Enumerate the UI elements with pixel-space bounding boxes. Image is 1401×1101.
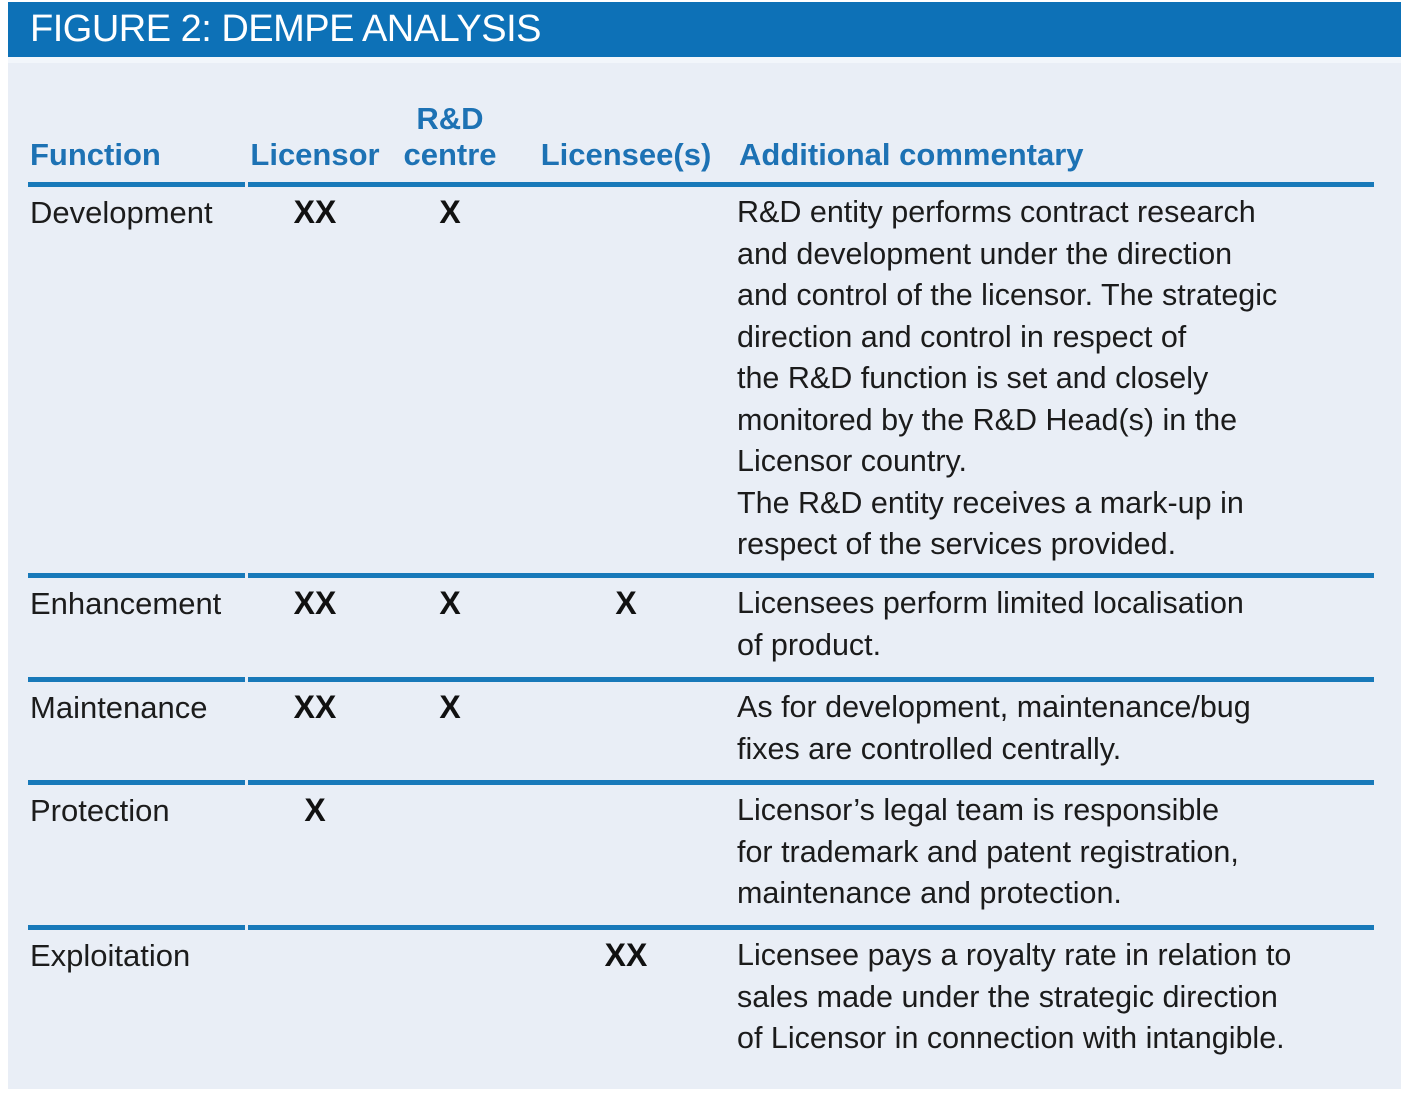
row-divider-segment bbox=[248, 925, 1374, 930]
commentary-paragraph: Licensor’s legal team is responsible for… bbox=[737, 793, 1239, 910]
column-header-rd-centre-line2: centre bbox=[403, 137, 497, 172]
figure-title-bar: FIGURE 2: DEMPE ANALYSIS bbox=[8, 2, 1401, 57]
commentary-paragraph: As for development, maintenance/bug fixe… bbox=[737, 690, 1251, 766]
function-cell: Enhancement bbox=[30, 586, 222, 621]
function-cell: Protection bbox=[30, 793, 170, 828]
column-header-rd-centre: R&D centre bbox=[385, 101, 515, 173]
dempe-table-panel: Function Licensor R&D centre Licensee(s)… bbox=[8, 57, 1401, 1089]
rd-centre-mark-cell: X bbox=[439, 194, 461, 230]
function-cell: Exploitation bbox=[30, 938, 191, 973]
commentary-paragraph: Licensees perform limited localisation o… bbox=[737, 586, 1244, 662]
rd-centre-mark-cell: X bbox=[439, 689, 461, 725]
table-row: Protection X Licensor’s legal team is re… bbox=[28, 785, 1374, 925]
row-divider bbox=[28, 573, 1374, 578]
row-divider-segment bbox=[28, 677, 245, 682]
row-divider-segment bbox=[28, 780, 245, 785]
column-header-rd-centre-line1: R&D bbox=[416, 101, 484, 136]
licensees-mark-cell: X bbox=[615, 585, 637, 621]
table-row: Maintenance XX X As for development, mai… bbox=[28, 682, 1374, 780]
row-divider-segment bbox=[28, 573, 245, 578]
licensees-mark-cell: XX bbox=[604, 937, 648, 973]
function-cell: Maintenance bbox=[30, 690, 208, 725]
rd-centre-mark-cell: X bbox=[439, 585, 461, 621]
column-header-licensees: Licensee(s) bbox=[540, 137, 712, 172]
licensor-mark-cell: X bbox=[304, 792, 326, 828]
commentary-paragraph: Licensee pays a royalty rate in relation… bbox=[737, 938, 1292, 1055]
row-divider bbox=[28, 780, 1374, 785]
licensor-mark-cell: XX bbox=[293, 585, 337, 621]
commentary-cell: As for development, maintenance/bug fixe… bbox=[737, 687, 1374, 770]
row-divider-segment bbox=[28, 925, 245, 930]
function-cell: Development bbox=[30, 195, 213, 230]
table-row: Enhancement XX X X Licensees perform lim… bbox=[28, 578, 1374, 677]
row-divider bbox=[28, 182, 1374, 187]
commentary-cell: R&D entity performs contract research an… bbox=[737, 192, 1374, 566]
table-header-row: Function Licensor R&D centre Licensee(s)… bbox=[28, 57, 1374, 182]
row-divider-segment bbox=[248, 182, 1374, 187]
table-body: Development XX X R&D entity performs con… bbox=[28, 182, 1374, 1089]
licensor-mark-cell: XX bbox=[293, 194, 337, 230]
row-divider-segment bbox=[248, 677, 1374, 682]
commentary-paragraph: The R&D entity receives a mark-up in res… bbox=[737, 485, 1244, 562]
row-divider-segment bbox=[28, 182, 245, 187]
column-header-function: Function bbox=[30, 137, 161, 172]
column-header-commentary: Additional commentary bbox=[739, 137, 1084, 172]
licensor-mark-cell: XX bbox=[293, 689, 337, 725]
table-row: Development XX X R&D entity performs con… bbox=[28, 187, 1374, 573]
row-divider-segment bbox=[248, 780, 1374, 785]
commentary-cell: Licensor’s legal team is responsible for… bbox=[737, 790, 1374, 915]
figure-title: FIGURE 2: DEMPE ANALYSIS bbox=[30, 8, 542, 50]
row-divider bbox=[28, 925, 1374, 930]
dempe-table: Function Licensor R&D centre Licensee(s)… bbox=[28, 57, 1374, 1089]
column-header-licensor: Licensor bbox=[250, 137, 380, 172]
row-divider-segment bbox=[248, 573, 1374, 578]
commentary-cell: Licensees perform limited localisation o… bbox=[737, 583, 1374, 666]
row-divider bbox=[28, 677, 1374, 682]
table-row: Exploitation XX Licensee pays a royalty … bbox=[28, 930, 1374, 1089]
commentary-paragraph: R&D entity performs contract research an… bbox=[737, 195, 1278, 478]
commentary-cell: Licensee pays a royalty rate in relation… bbox=[737, 935, 1374, 1060]
